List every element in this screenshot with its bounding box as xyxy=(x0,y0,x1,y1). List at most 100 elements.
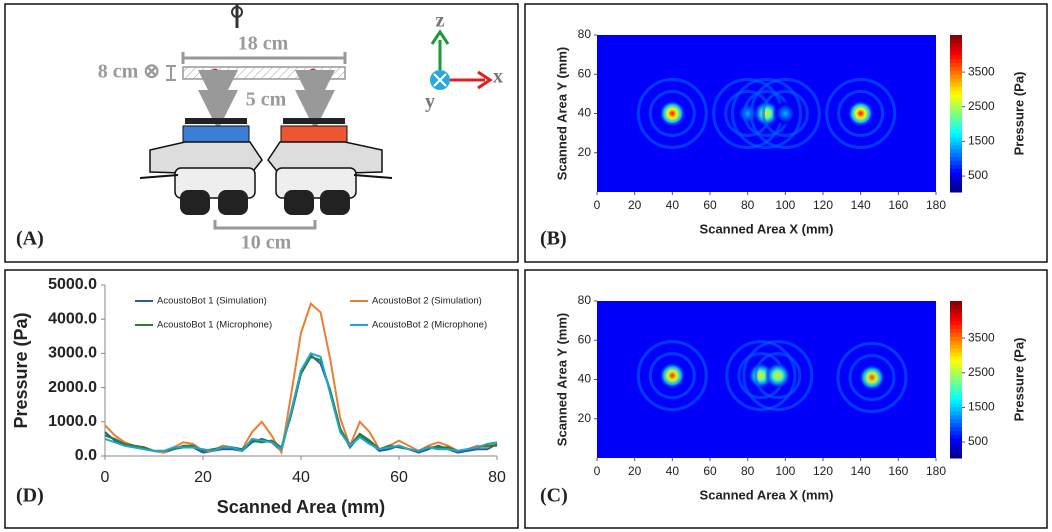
spacing-bracket xyxy=(213,220,317,230)
ring xyxy=(825,78,897,149)
y-axis-cross xyxy=(433,73,447,87)
y-tick-label: 40 xyxy=(578,372,592,386)
colorbar-cell xyxy=(950,434,962,439)
panel-label: (B) xyxy=(540,228,567,250)
heatmap-field xyxy=(636,340,908,414)
focus-spot xyxy=(734,100,761,127)
focus-spot xyxy=(659,362,686,389)
colorbar-cell xyxy=(950,316,962,322)
colorbar-cell xyxy=(950,391,962,396)
colorbar-cell xyxy=(950,152,962,158)
frame-d xyxy=(4,269,519,529)
y-tick-label: 20 xyxy=(578,411,592,425)
frame-b xyxy=(524,3,1048,263)
setup-diagram: 18 cm 8 cm ⊗ 5 cm 10 xyxy=(16,4,503,254)
colorbar-cell xyxy=(950,422,962,428)
x-tick-label: 0 xyxy=(594,198,601,212)
colorbar-tick-label: 1500 xyxy=(968,400,995,414)
y-tick-label: 3000.0 xyxy=(48,345,97,362)
colorbar-cell xyxy=(950,320,962,326)
colorbar-cell xyxy=(950,109,962,114)
colorbar-cell xyxy=(950,89,962,95)
ring xyxy=(836,342,908,414)
colorbar-cell xyxy=(950,371,962,377)
y-label: y xyxy=(425,91,435,113)
y-axis-title: Scanned Area Y (mm) xyxy=(554,313,569,446)
colorbar-cell xyxy=(950,450,962,455)
x-tick-label: 180 xyxy=(926,464,946,478)
colorbar-cell xyxy=(950,176,962,181)
ring xyxy=(742,340,814,412)
colorbar-cell xyxy=(950,137,962,142)
colorbar-cell xyxy=(950,125,962,130)
colorbar-cell xyxy=(950,418,962,424)
colorbar-cell xyxy=(950,113,962,118)
x-tick-label: 60 xyxy=(703,464,717,478)
y-tick-label: 1000.0 xyxy=(48,413,97,430)
colorbar-cell xyxy=(950,93,962,99)
colorbar-cell xyxy=(950,430,962,435)
x-tick-label: 20 xyxy=(628,198,642,212)
colorbar-tick-label: 1500 xyxy=(968,134,995,148)
colorbar-cell xyxy=(950,129,962,134)
x-tick-label: 40 xyxy=(666,198,680,212)
colorbar-cell xyxy=(950,78,962,83)
colorbar-cell xyxy=(950,86,962,91)
colorbar-cell xyxy=(950,442,962,447)
x-tick-label: 160 xyxy=(888,198,908,212)
z-arrow-head xyxy=(430,29,450,45)
colorbar-cell xyxy=(950,438,962,443)
y-tick-label: 20 xyxy=(578,145,592,159)
colorbar-cell xyxy=(950,133,962,138)
colorbar-cell xyxy=(950,387,962,392)
ring xyxy=(731,78,802,149)
panel-label: (A) xyxy=(16,228,44,250)
ring xyxy=(636,340,708,412)
colorbar-cell xyxy=(950,363,962,369)
colorbar-cell xyxy=(950,336,962,341)
focus-spot xyxy=(858,364,885,391)
y-tick-label: 60 xyxy=(578,66,592,80)
colorbar-tick-label: 500 xyxy=(968,434,988,448)
colorbar-cell xyxy=(950,184,962,189)
colorbar-cell xyxy=(950,383,962,388)
x-tick-label: 100 xyxy=(775,198,795,212)
focus-spot xyxy=(753,100,780,127)
colorbar-cell xyxy=(950,454,962,459)
colorbar-cell xyxy=(950,367,962,373)
ring xyxy=(749,78,821,149)
focus-spot xyxy=(659,100,686,127)
x-tick-label: 140 xyxy=(851,464,871,478)
colorbar-cell xyxy=(950,164,962,169)
colorbar-cell xyxy=(950,105,962,111)
y-axis-title: Scanned Area Y (mm) xyxy=(554,47,569,180)
legend-label: AcoustoBot 2 (Simulation) xyxy=(372,296,482,307)
colorbar-cell xyxy=(950,172,962,177)
x-axis-title: Scanned Area (mm) xyxy=(217,497,385,517)
y-tick-label: 80 xyxy=(578,293,592,307)
colorbar-cell xyxy=(950,160,962,166)
y-axis-title: Pressure (Pa) xyxy=(11,312,31,428)
colorbar-cell xyxy=(950,399,962,404)
x-tick-label: 100 xyxy=(775,464,795,478)
heatmap-field xyxy=(636,78,897,149)
legend-label: AcoustoBot 1 (Simulation) xyxy=(157,296,267,307)
panel-label: (D) xyxy=(16,485,44,507)
series-line xyxy=(104,352,498,453)
x-tick-label: 80 xyxy=(488,469,506,486)
colorbar-cell xyxy=(950,101,962,107)
colorbar-cell xyxy=(950,82,962,87)
colorbar-cell xyxy=(950,121,962,126)
marker-dot xyxy=(308,68,318,78)
x-tick-label: 80 xyxy=(741,464,755,478)
colorbar-tick-label: 500 xyxy=(968,168,988,182)
colorbar-cell xyxy=(950,355,962,361)
colorbar-cell xyxy=(950,117,962,122)
colorbar-cell xyxy=(950,403,962,408)
y-tick-label: 0.0 xyxy=(75,447,97,464)
colorbar-title: Pressure (Pa) xyxy=(1011,72,1026,156)
x-tick-label: 0 xyxy=(594,464,601,478)
colorbar-tick-label: 2500 xyxy=(968,365,995,379)
y-tick-label: 5000.0 xyxy=(48,276,97,293)
ring xyxy=(837,90,885,137)
